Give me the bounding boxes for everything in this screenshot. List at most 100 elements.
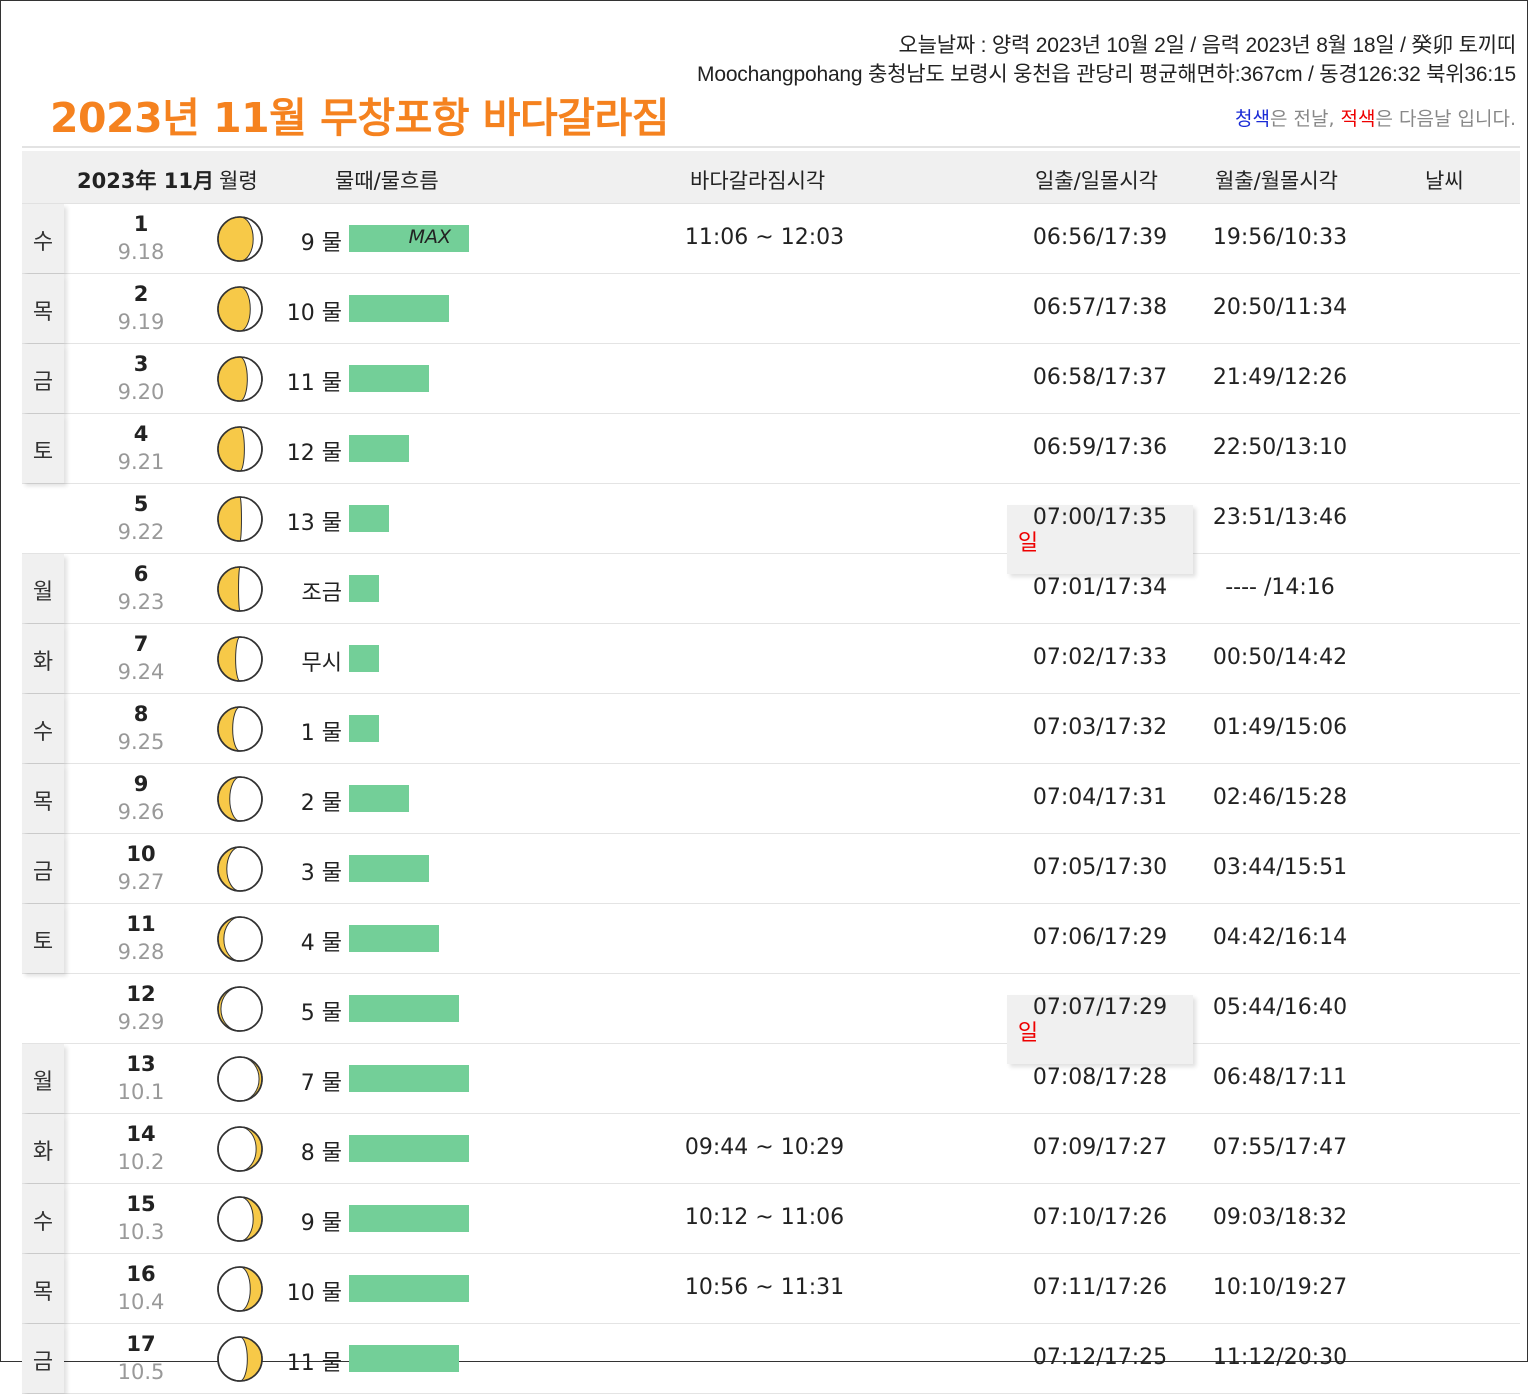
sunrise-sunset-time: 07:09/17:27 [1032, 1135, 1168, 1160]
weekday-label: 수 [32, 720, 54, 745]
tide-label: 4 물 [300, 931, 342, 956]
lunar-date: 10.2 [117, 1150, 165, 1174]
day-number: 8 [133, 702, 149, 726]
table-row: 화 14 10.2 8 물 09:44 ~ 10:29 07:09/17:27 07:55/… [22, 1114, 1520, 1184]
tide-label: 7 물 [300, 1071, 342, 1096]
sea-parting-time: 11:06 ~ 12:03 [684, 225, 845, 250]
weekday-label: 화 [32, 650, 54, 675]
sunrise-sunset-time: 06:59/17:36 [1032, 435, 1168, 460]
weekday-cell: 목 [22, 274, 64, 343]
max-label: MAX [408, 226, 451, 248]
day-number: 9 [133, 772, 149, 796]
sea-parting-time: 10:12 ~ 11:06 [684, 1205, 845, 1230]
tide-label: 10 물 [286, 1281, 342, 1306]
table-row: 토 4 9.21 12 물 06:59/17:36 22:50/13:10 [22, 414, 1520, 484]
location-info-line: Moochangpohang 충청남도 보령시 웅천읍 관당리 평균해면하:36… [697, 63, 1516, 86]
moon-phase-icon [217, 216, 263, 262]
moonrise-moonset-time: 21:49/12:26 [1212, 365, 1348, 390]
tide-flow-bar [349, 1345, 459, 1372]
moonrise-moonset-time: 04:42/16:14 [1212, 925, 1348, 950]
table-row: 일 5 9.22 13 물 07:00/17:35 23:51/13:46 [22, 484, 1520, 574]
weekday-cell: 토 [22, 904, 64, 973]
day-number: 10 [126, 842, 156, 866]
weekday-cell: 월 [22, 1044, 64, 1113]
color-legend: 청색은 전날, 적색은 다음날 입니다. [1235, 104, 1516, 131]
tide-flow-bar: MAX [349, 225, 469, 252]
tide-flow-bar [349, 505, 389, 532]
tide-label: 조금 [301, 581, 342, 606]
divider [22, 146, 1520, 148]
sunrise-sunset-time: 07:06/17:29 [1032, 925, 1168, 950]
sunrise-sunset-time: 06:57/17:38 [1032, 295, 1168, 320]
lunar-date: 9.28 [117, 940, 165, 964]
weekday-label: 금 [32, 370, 54, 395]
lunar-date: 10.1 [117, 1080, 165, 1104]
weekday-cell: 화 [22, 624, 64, 693]
moonrise-moonset-time: 22:50/13:10 [1212, 435, 1348, 460]
header-moon-age: 월령 [219, 169, 258, 193]
table-header: 2023年 11月 월령 물때/물흐름 바다갈라짐시각 일출/일몰시각 월출/월… [22, 151, 1520, 204]
moonrise-moonset-time: ---- /14:16 [1225, 575, 1335, 600]
moonrise-moonset-time: 10:10/19:27 [1212, 1275, 1348, 1300]
moonrise-moonset-time: 09:03/18:32 [1212, 1205, 1348, 1230]
day-number: 16 [126, 1262, 156, 1286]
legend-mid-text: 은 전날, [1269, 108, 1341, 130]
table-row: 목 9 9.26 2 물 07:04/17:31 02:46/15:28 [22, 764, 1520, 834]
weekday-cell: 일 [1007, 505, 1193, 574]
day-number: 4 [133, 422, 149, 446]
table-row: 월 13 10.1 7 물 07:08/17:28 06:48/17:11 [22, 1044, 1520, 1114]
header-sea-parting: 바다갈라짐시각 [690, 169, 826, 193]
tide-flow-bar [349, 1205, 469, 1232]
tide-flow-bar [349, 715, 379, 742]
tide-flow-bar [349, 1135, 469, 1162]
day-number: 11 [126, 912, 156, 936]
moon-phase-icon [217, 1056, 263, 1102]
weekday-cell: 금 [22, 834, 64, 903]
moon-phase-icon [217, 1266, 263, 1312]
moon-phase-icon [217, 356, 263, 402]
tide-label: 10 물 [286, 301, 342, 326]
tide-flow-bar [349, 645, 379, 672]
weekday-label: 목 [32, 300, 54, 325]
sunrise-sunset-time: 07:00/17:35 [1032, 505, 1168, 530]
legend-blue-word: 청색 [1235, 108, 1270, 130]
moon-phase-icon [217, 1126, 263, 1172]
table-row: 일 12 9.29 5 물 07:07/17:29 05:44/16:40 [22, 974, 1520, 1064]
weekday-label: 토 [32, 930, 54, 955]
tide-label: 9 물 [300, 1211, 342, 1236]
weekday-cell: 화 [22, 1114, 64, 1183]
table-row: 수 15 10.3 9 물 10:12 ~ 11:06 07:10/17:26 09:03/… [22, 1184, 1520, 1254]
weekday-cell: 금 [22, 344, 64, 413]
header-tide: 물때/물흐름 [335, 169, 439, 193]
moonrise-moonset-time: 03:44/15:51 [1212, 855, 1348, 880]
moon-phase-icon [217, 916, 263, 962]
tide-label: 11 물 [286, 371, 342, 396]
lunar-date: 10.4 [117, 1290, 165, 1314]
weekday-label: 금 [32, 1350, 54, 1375]
tide-label: 1 물 [300, 721, 342, 746]
sunrise-sunset-time: 07:11/17:26 [1032, 1275, 1168, 1300]
lunar-date: 9.24 [117, 660, 165, 684]
tide-label: 9 물 [300, 231, 342, 256]
legend-end-text: 은 다음날 입니다. [1375, 108, 1516, 130]
weekday-label: 월 [32, 1070, 54, 1095]
weekday-cell: 수 [22, 204, 64, 273]
tide-flow-bar [349, 575, 379, 602]
day-number: 7 [133, 632, 149, 656]
sunrise-sunset-time: 06:56/17:39 [1032, 225, 1168, 250]
tide-label: 2 물 [300, 791, 342, 816]
header-moonrise-moonset: 월출/월몰시각 [1215, 169, 1338, 193]
table-row: 수 1 9.18 9 물 MAX 11:06 ~ 12:03 06:56/17:39 19:5… [22, 204, 1520, 274]
lunar-date: 9.21 [117, 450, 165, 474]
lunar-date: 9.23 [117, 590, 165, 614]
moon-phase-icon [217, 496, 263, 542]
weekday-cell: 토 [22, 414, 64, 483]
day-number: 5 [133, 492, 149, 516]
moonrise-moonset-time: 11:12/20:30 [1212, 1345, 1348, 1370]
lunar-date: 9.18 [117, 240, 165, 264]
lunar-date: 9.25 [117, 730, 165, 754]
weekday-label: 수 [32, 1210, 54, 1235]
sunrise-sunset-time: 06:58/17:37 [1032, 365, 1168, 390]
tide-flow-bar [349, 1275, 469, 1302]
moon-phase-icon [217, 706, 263, 752]
